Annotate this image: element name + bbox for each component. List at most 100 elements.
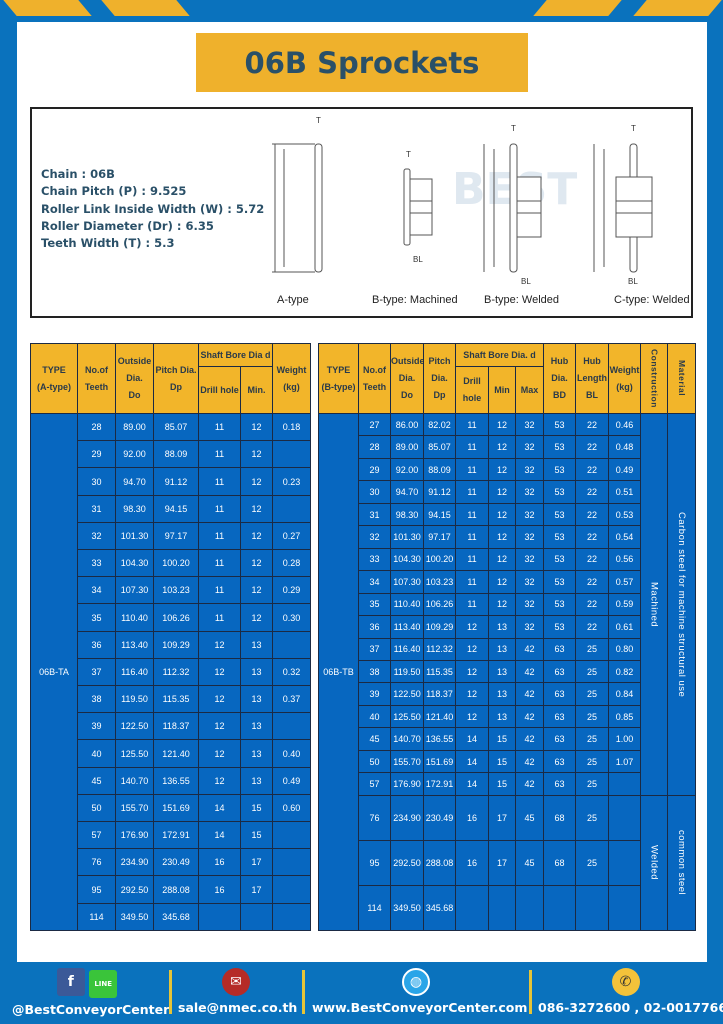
globe-icon: ◍ xyxy=(402,968,430,996)
drill-hole-cell: 11 xyxy=(455,480,489,504)
table-row: 45 140.70 136.55 12 13 0.49 xyxy=(31,766,312,795)
teeth-cell: 32 xyxy=(358,525,391,549)
drill-hole-cell: 11 xyxy=(455,502,489,527)
min-bore-cell: 17 xyxy=(488,794,516,841)
outside-dia-cell: 176.90 xyxy=(390,772,424,796)
pitch-dia-cell: 230.49 xyxy=(153,848,199,877)
dim-bl: BL xyxy=(628,277,638,286)
drill-hole-cell: 14 xyxy=(455,772,489,796)
max-bore-cell: 42 xyxy=(514,704,545,729)
min-bore-cell: 13 xyxy=(488,637,516,661)
website-link[interactable]: www.BestConveyorCenter.com xyxy=(312,1000,528,1015)
table-row: 114 349.50 345.68 xyxy=(319,884,696,932)
footer-social[interactable]: f LINE @BestConveyorCenter xyxy=(12,968,169,1017)
col-drill-hole: Drill hole xyxy=(198,366,241,414)
outside-dia-cell: 140.70 xyxy=(390,727,424,751)
spec-value: 06B xyxy=(90,167,115,181)
footer-web[interactable]: ◍ www.BestConveyorCenter.com xyxy=(312,968,527,1015)
min-bore-cell: 13 xyxy=(239,766,274,795)
weight-cell: 0.59 xyxy=(608,592,642,617)
teeth-cell: 40 xyxy=(358,704,391,729)
dim-t: T xyxy=(406,150,411,159)
email-link[interactable]: sale@nmec.co.th xyxy=(178,1000,298,1015)
outside-dia-cell: 92.00 xyxy=(115,440,154,469)
drill-hole-cell: 12 xyxy=(455,704,489,729)
weight-cell xyxy=(272,875,312,904)
footer-phone[interactable]: ✆ 086-3272600 , 02-0017766 xyxy=(538,968,723,1015)
weight-cell: 0.82 xyxy=(608,659,642,684)
drill-hole-cell: 12 xyxy=(198,739,241,768)
weight-cell xyxy=(608,884,642,932)
weight-cell: 1.07 xyxy=(608,749,642,774)
teeth-cell: 35 xyxy=(358,592,391,617)
drill-hole-cell: 12 xyxy=(455,659,489,684)
max-bore-cell: 32 xyxy=(514,412,545,437)
outside-dia-cell: 104.30 xyxy=(115,549,154,578)
drill-hole-cell xyxy=(455,884,489,932)
drill-hole-cell: 11 xyxy=(455,570,489,594)
footer-email[interactable]: ✉ sale@nmec.co.th xyxy=(178,968,298,1015)
col-hub-length: Hub Length BL xyxy=(575,343,610,414)
min-bore-cell: 13 xyxy=(239,657,274,687)
outside-dia-cell: 116.40 xyxy=(390,637,424,661)
pitch-dia-cell: 118.37 xyxy=(423,682,456,706)
min-bore-cell: 12 xyxy=(239,440,274,469)
teeth-cell: 30 xyxy=(358,480,391,504)
min-bore-cell: 12 xyxy=(488,412,516,437)
drill-hole-cell: 16 xyxy=(455,794,489,841)
material-cell: Carbon steel for machine structural use xyxy=(667,413,697,796)
drill-hole-cell: 11 xyxy=(455,435,489,459)
spec-item: Chain Pitch (P) : 9.525 xyxy=(41,184,187,199)
mail-icon: ✉ xyxy=(222,968,250,996)
weight-cell: 0.37 xyxy=(272,685,312,714)
decor-stripe xyxy=(533,0,622,16)
drill-hole-cell: 11 xyxy=(455,547,489,572)
construction-cell: Machined xyxy=(640,413,669,796)
teeth-cell: 29 xyxy=(358,457,391,482)
teeth-cell: 39 xyxy=(77,712,116,741)
pitch-dia-cell: 121.40 xyxy=(153,739,199,768)
outside-dia-cell: 113.40 xyxy=(115,630,154,659)
drill-hole-cell: 16 xyxy=(455,839,489,886)
teeth-cell: 57 xyxy=(77,821,116,850)
weight-cell xyxy=(272,848,312,877)
table-row: 50 155.70 151.69 14 15 42 63 25 1.07 xyxy=(319,749,696,774)
min-bore-cell: 13 xyxy=(488,704,516,729)
weight-cell: 0.53 xyxy=(608,502,642,527)
pitch-dia-cell: 136.55 xyxy=(423,727,456,751)
material-cell: common steel xyxy=(667,794,697,932)
weight-cell: 0.56 xyxy=(608,547,642,572)
spec-value: 5.72 xyxy=(235,201,265,216)
weight-cell: 0.28 xyxy=(272,549,312,578)
pitch-dia-cell: 85.07 xyxy=(153,412,199,442)
outside-dia-cell: 234.90 xyxy=(115,848,154,877)
hub-length-cell: 22 xyxy=(575,502,610,527)
outside-dia-cell: 94.70 xyxy=(115,467,154,496)
weight-cell: 0.40 xyxy=(272,739,312,768)
hub-dia-cell: 53 xyxy=(543,547,577,572)
pitch-dia-cell: 100.20 xyxy=(423,547,456,572)
spec-value: 5.3 xyxy=(154,236,175,251)
spec-item: Teeth Width (T) : 5.3 xyxy=(41,236,175,251)
pitch-dia-cell: 82.02 xyxy=(423,412,456,437)
phone-number[interactable]: 086-3272600 , 02-0017766 xyxy=(538,1000,723,1015)
outside-dia-cell: 234.90 xyxy=(390,794,424,841)
teeth-cell: 45 xyxy=(77,766,116,795)
weight-cell: 0.32 xyxy=(272,657,312,687)
facebook-icon[interactable]: f xyxy=(56,968,85,996)
weight-cell: 0.30 xyxy=(272,603,312,632)
hub-dia-cell: 53 xyxy=(543,457,577,482)
table-row: 06B-TB 27 86.00 82.02 11 12 32 53 22 0.46 Machined… xyxy=(318,412,697,931)
min-bore-cell: 15 xyxy=(239,793,274,823)
outside-dia-cell: 94.70 xyxy=(390,480,424,504)
line-icon[interactable]: LINE xyxy=(89,970,118,998)
outside-dia-cell: 113.40 xyxy=(390,615,424,639)
teeth-cell: 50 xyxy=(77,793,116,823)
a-type-drawing xyxy=(272,143,323,273)
pitch-dia-cell: 172.91 xyxy=(153,821,199,850)
pitch-dia-cell: 121.40 xyxy=(423,704,456,729)
pitch-dia-cell: 345.68 xyxy=(153,902,199,932)
outside-dia-cell: 292.50 xyxy=(115,875,154,904)
max-bore-cell: 42 xyxy=(514,637,545,661)
spec-list: Chain : 06B Chain Pitch (P) : 9.525 Roller… xyxy=(41,166,264,252)
